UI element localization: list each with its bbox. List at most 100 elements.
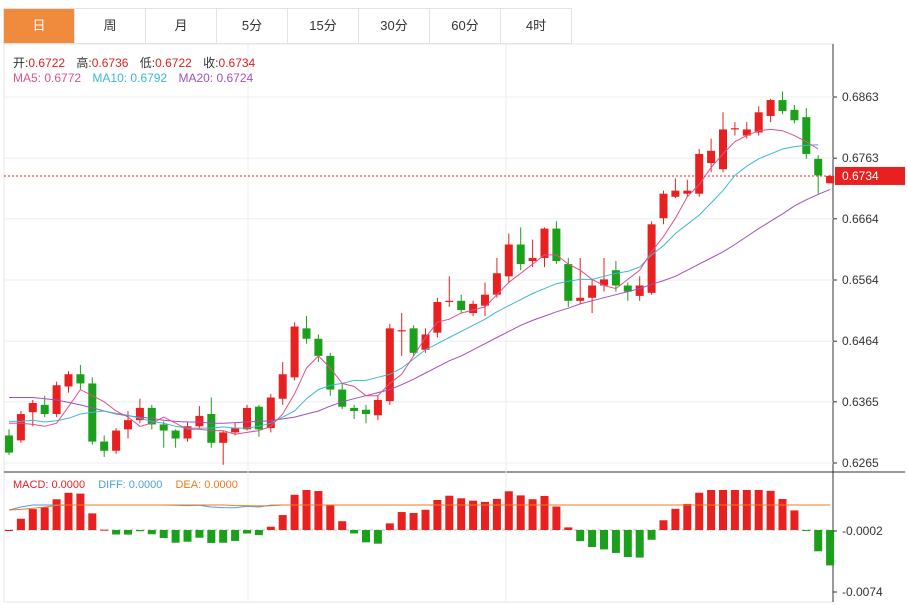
macd-histogram-bar <box>623 530 632 558</box>
candle-body <box>826 175 835 184</box>
candle-body <box>231 428 240 433</box>
tab-4hour[interactable]: 4时 <box>525 18 547 33</box>
candle-body <box>421 334 430 350</box>
y-tick-label: 0.6564 <box>842 273 879 287</box>
macd-histogram-bar <box>802 530 811 531</box>
candle-body <box>600 279 608 286</box>
macd-histogram-bar <box>754 490 763 530</box>
macd-histogram-bar <box>576 530 585 542</box>
candle-body <box>40 404 49 415</box>
candle-body <box>588 285 597 298</box>
macd-histogram-bar <box>254 530 263 536</box>
macd-histogram-bar <box>445 495 454 530</box>
candle-body <box>671 190 680 197</box>
macd-histogram-bar <box>195 530 204 538</box>
ma5-line <box>9 128 819 435</box>
candle-body <box>683 190 692 194</box>
macd-histogram-bar <box>540 495 549 530</box>
ma20-line <box>9 188 831 424</box>
open-value: 0.6722 <box>28 56 66 70</box>
candle-body <box>516 244 525 265</box>
candle-body <box>766 100 775 116</box>
candle-body <box>481 294 489 306</box>
ma10-line <box>9 144 819 429</box>
tab-month[interactable]: 月 <box>146 9 217 43</box>
candle-body <box>659 193 668 219</box>
candle-body <box>278 374 287 399</box>
macd-histogram-bar <box>326 505 335 530</box>
candle-body <box>171 430 180 439</box>
close-value: 0.6734 <box>218 56 256 70</box>
macd-histogram-bar <box>219 530 228 543</box>
macd-histogram-bar <box>481 501 489 530</box>
candle-body <box>528 257 537 262</box>
candle-body <box>290 326 299 378</box>
current-price-label: 0.6734 <box>842 169 879 183</box>
candle-body <box>5 435 13 453</box>
macd-legend: MACD: 0.0000 DIFF: 0.0000 DEA: 0.0000 <box>13 479 248 491</box>
tab-day[interactable]: 日 <box>4 9 75 43</box>
macd-histogram-bar <box>766 490 775 530</box>
candle-body <box>135 407 144 421</box>
macd-histogram-bar <box>373 530 382 544</box>
y-tick-label: 0.6664 <box>842 212 879 226</box>
ma5-legend: MA5: 0.6772 <box>13 71 82 85</box>
candle-body <box>254 406 263 430</box>
candle-body <box>707 150 716 164</box>
ma-legend: MA5: 0.6772 MA10: 0.6792 MA20: 0.6724 <box>13 71 261 85</box>
macd-histogram-bar <box>243 530 251 534</box>
candle-body <box>112 430 121 451</box>
high-label: 高: <box>76 56 92 70</box>
y-tick-label: 0.6863 <box>842 90 879 104</box>
macd-histogram-bar <box>528 499 537 530</box>
macd-histogram-bar <box>338 521 347 530</box>
macd-histogram-bar <box>683 503 692 530</box>
macd-histogram-bar <box>814 530 823 552</box>
macd-histogram-bar <box>135 530 144 532</box>
tab-60min[interactable]: 60分 <box>430 9 501 43</box>
candle-body <box>16 414 25 441</box>
candle-body <box>492 273 501 295</box>
macd-histogram-bar <box>409 513 418 530</box>
macd-histogram-bar <box>147 530 156 535</box>
price-axis: 0.6863 0.6763 0.6664 0.6564 0.6464 0.6365 0.62… <box>833 90 905 599</box>
candle-body <box>635 285 644 296</box>
candle-body <box>124 420 132 430</box>
macd-histogram-bar <box>231 530 240 541</box>
candle-body <box>362 409 370 415</box>
tab-15min[interactable]: 15分 <box>288 9 359 43</box>
macd-histogram-bar <box>695 492 704 530</box>
candle-body <box>611 270 620 286</box>
macd-legend-dea: DEA: 0.0000 <box>175 479 238 491</box>
macd-histogram-bar <box>64 492 73 530</box>
tab-30min[interactable]: 30分 <box>359 9 430 43</box>
macd-histogram-bar <box>433 499 442 530</box>
candle-body <box>504 244 513 277</box>
candle-body <box>540 228 549 258</box>
tab-5min[interactable]: 5分 <box>217 9 288 43</box>
candle-body <box>314 338 323 356</box>
y-tick-label: 0.6265 <box>842 456 879 470</box>
macd-histogram-bar <box>302 490 311 530</box>
candle-body <box>814 158 823 176</box>
macd-histogram-bar <box>278 515 287 530</box>
candle-body <box>326 355 335 390</box>
period-tabs: 日 周 月 5分 15分 30分 60分 4时 <box>3 8 572 44</box>
candle-body <box>147 407 156 425</box>
candle-body <box>159 424 168 431</box>
macd-histogram-bar <box>600 530 608 550</box>
tab-week[interactable]: 周 <box>75 9 146 43</box>
macd-histogram-bar <box>742 490 751 530</box>
dea-line <box>8 504 831 511</box>
macd-histogram-bar <box>504 491 513 530</box>
candle-body <box>219 432 228 443</box>
macd-histogram-bar <box>469 500 478 530</box>
candle-body <box>802 117 811 154</box>
macd-histogram-bar <box>88 513 97 530</box>
macd-histogram-bar <box>707 490 716 530</box>
macd-histogram-bar <box>385 523 394 530</box>
ma10-legend: MA10: 0.6792 <box>92 71 168 85</box>
candle-body <box>742 129 751 136</box>
macd-histogram-bar <box>588 530 597 548</box>
